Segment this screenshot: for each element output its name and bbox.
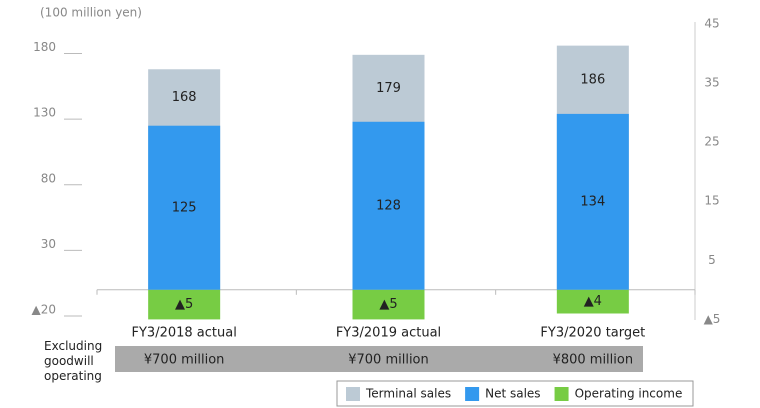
footer-value: ¥700 million xyxy=(348,353,429,368)
bar xyxy=(352,289,425,320)
legend-swatch xyxy=(554,387,569,401)
legend-swatch xyxy=(465,387,480,401)
data-label: 168 xyxy=(172,90,197,105)
legend-box xyxy=(336,380,694,407)
footer-value: ¥700 million xyxy=(144,353,225,368)
x-tick-label: FY3/2019 actual xyxy=(336,326,441,341)
footer-value: ¥800 million xyxy=(553,353,634,368)
legend-label: Net sales xyxy=(485,387,540,401)
y2-tick-label: 45 xyxy=(704,16,719,30)
data-label: 179 xyxy=(376,81,401,96)
y-tick-label: 80 xyxy=(41,171,56,185)
x-tick-label: FY3/2018 actual xyxy=(132,326,237,341)
legend-swatch xyxy=(346,387,360,401)
bar xyxy=(148,125,221,290)
y-tick-label: ▲20 xyxy=(32,303,57,317)
y2-tick-label: 35 xyxy=(704,75,719,89)
data-label: ▲5 xyxy=(175,297,193,312)
bar xyxy=(148,289,221,320)
unit-label: (100 million yen) xyxy=(40,6,142,20)
y-tick-label: 130 xyxy=(33,106,56,120)
footer-band xyxy=(115,346,643,372)
bar xyxy=(556,113,629,290)
y2-tick-label: 25 xyxy=(704,135,719,149)
y-tick-label: 30 xyxy=(41,237,56,251)
data-label: 125 xyxy=(172,200,197,215)
y-tick-label: 180 xyxy=(33,40,56,54)
data-label: 186 xyxy=(580,72,605,87)
footer-label: Excluding goodwill operating xyxy=(44,339,103,383)
y2-tick-label: 15 xyxy=(704,194,719,208)
y2-tick-label: 5 xyxy=(708,253,716,267)
data-label: 128 xyxy=(376,198,401,213)
y2-tick-label: ▲5 xyxy=(704,312,721,326)
x-tick-label: FY3/2020 target xyxy=(540,326,645,341)
legend-label: Operating income xyxy=(575,387,683,401)
bar xyxy=(352,121,425,290)
data-label: ▲5 xyxy=(379,297,397,312)
data-label: ▲4 xyxy=(584,294,602,309)
data-label: 134 xyxy=(580,194,605,209)
bar xyxy=(556,289,629,314)
legend-label: Terminal sales xyxy=(365,387,451,401)
